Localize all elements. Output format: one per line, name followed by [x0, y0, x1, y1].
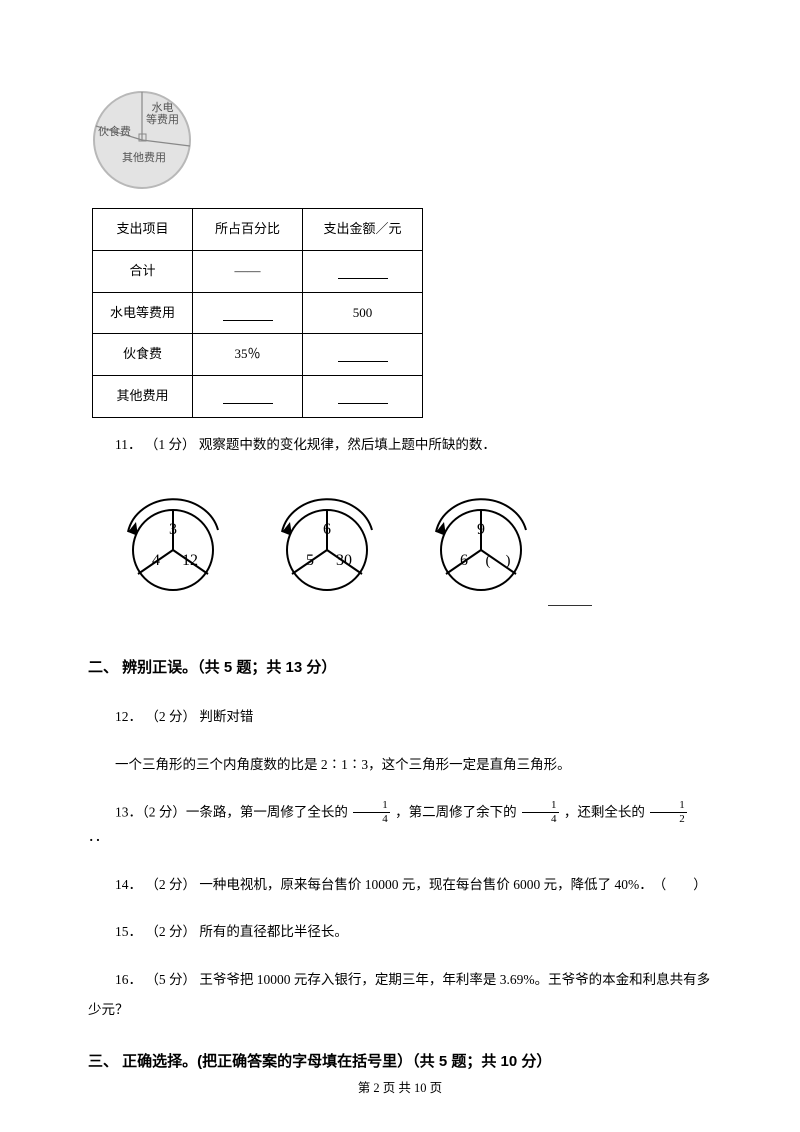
page-footer: 第 2 页 共 10 页: [0, 1078, 800, 1098]
question-12-body: 一个三角形的三个内角度数的比是 2∶1∶3，这个三角形一定是直角三角形。: [88, 754, 712, 776]
table-row: 水电等费用 500: [93, 292, 423, 334]
svg-text:9: 9: [477, 521, 485, 538]
q-points: （2 分）: [145, 924, 196, 939]
pie-chart-expenses: 水电等费用 伙食费 其他费用: [92, 90, 192, 190]
q-text: 一种电视机，原来每台售价 10000 元，现在每台售价 6000 元，降低了 4…: [199, 877, 706, 892]
q-points: （5 分）: [145, 972, 196, 987]
svg-text:6: 6: [323, 521, 331, 538]
question-14: 14． （2 分） 一种电视机，原来每台售价 10000 元，现在每台售价 60…: [88, 874, 712, 896]
fraction: 12: [650, 800, 687, 825]
q-num: 15．: [115, 924, 142, 939]
table-row: 支出项目 所占百分比 支出金额／元: [93, 209, 423, 251]
q-text: 一条路，第一周修了全长的: [186, 805, 348, 820]
svg-text:( ): ( ): [486, 553, 511, 569]
question-11: 11． （1 分） 观察题中数的变化规律，然后填上题中所缺的数．: [88, 434, 712, 456]
q-num: 11．: [115, 437, 142, 452]
cell: 合计: [93, 250, 193, 292]
q-points: （1 分）: [145, 437, 196, 452]
q-num: 16．: [115, 972, 142, 987]
svg-text:4: 4: [152, 552, 160, 569]
question-16-cont: 少元？: [88, 999, 712, 1021]
q-text: ，第二周修了余下的: [395, 805, 517, 820]
answer-blank: [548, 605, 592, 606]
pie-label-left: 伙食费: [98, 126, 131, 138]
cell: 500: [303, 292, 423, 334]
q-text: 判断对错: [199, 709, 253, 724]
cell-blank: [193, 292, 303, 334]
number-wheels: 3 4 12 6 5 30 9 6 ( ): [116, 492, 712, 592]
svg-text:30: 30: [336, 552, 352, 569]
cell: 水电等费用: [93, 292, 193, 334]
cell: 其他费用: [93, 376, 193, 418]
cell-blank: [303, 376, 423, 418]
svg-text:12: 12: [182, 552, 198, 569]
question-13: 13．（2 分）一条路，第一周修了全长的 14 ，第二周修了余下的 14 ，还剩…: [88, 801, 712, 848]
q-points: （2 分）: [145, 709, 196, 724]
question-12: 12． （2 分） 判断对错: [88, 706, 712, 728]
cell-blank: [303, 250, 423, 292]
q-text: 所有的直径都比半径长。: [199, 924, 348, 939]
svg-text:6: 6: [460, 552, 468, 569]
q-num: 12．: [115, 709, 142, 724]
fraction: 14: [353, 800, 390, 825]
fraction: 14: [522, 800, 559, 825]
pie-label-top: 水电等费用: [146, 102, 179, 126]
q-text: ．．: [88, 829, 108, 844]
svg-text:3: 3: [169, 521, 177, 538]
q-num: 13．: [115, 805, 142, 820]
svg-text:5: 5: [306, 552, 314, 569]
question-16: 16． （5 分） 王爷爷把 10000 元存入银行，定期三年，年利率是 3.6…: [88, 969, 712, 991]
th-percent: 所占百分比: [193, 209, 303, 251]
expense-table: 支出项目 所占百分比 支出金额／元 合计 —— 水电等费用 500 伙食费 35…: [92, 208, 423, 418]
cell-blank: [303, 334, 423, 376]
table-row: 合计 ——: [93, 250, 423, 292]
section-2-heading: 二、 辨别正误。（共 5 题；共 13 分）: [88, 656, 712, 680]
cell: ——: [193, 250, 303, 292]
table-row: 其他费用: [93, 376, 423, 418]
q-points: （2 分）: [142, 805, 186, 820]
cell: 伙食费: [93, 334, 193, 376]
q-points: （2 分）: [145, 877, 196, 892]
table-row: 伙食费 35％: [93, 334, 423, 376]
section-3-heading: 三、 正确选择。(把正确答案的字母填在括号里）（共 5 题；共 10 分）: [88, 1050, 712, 1074]
q-text: 王爷爷把 10000 元存入银行，定期三年，年利率是 3.69%。王爷爷的本金和…: [199, 972, 710, 987]
q-text: 观察题中数的变化规律，然后填上题中所缺的数．: [199, 437, 496, 452]
question-15: 15． （2 分） 所有的直径都比半径长。: [88, 921, 712, 943]
cell: 35％: [193, 334, 303, 376]
wheel-1: 3 4 12: [116, 492, 226, 592]
q-num: 14．: [115, 877, 142, 892]
th-amount: 支出金额／元: [303, 209, 423, 251]
pie-label-bottom: 其他费用: [122, 152, 166, 164]
q-text: ，还剩全长的: [564, 805, 645, 820]
wheel-3: 9 6 ( ): [424, 492, 534, 592]
cell-blank: [193, 376, 303, 418]
wheel-2: 6 5 30: [270, 492, 380, 592]
th-item: 支出项目: [93, 209, 193, 251]
